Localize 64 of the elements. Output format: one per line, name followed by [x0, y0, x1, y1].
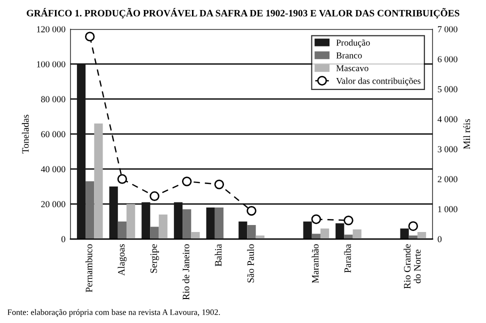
bar [247, 225, 256, 240]
x-tick-label: Sergipe [150, 244, 159, 273]
bar [336, 223, 344, 240]
bar [303, 222, 312, 240]
y-tick-label: 20 000 [41, 201, 66, 208]
bar [320, 228, 330, 240]
point [311, 214, 322, 224]
legend-label: Branco [336, 52, 362, 58]
point [182, 176, 192, 186]
y-tick-label: 60 000 [41, 131, 66, 138]
point [214, 180, 224, 190]
x-tick-label: Paraíba [344, 244, 351, 273]
y2-tick-label: 4 000 [438, 116, 458, 122]
legend-label: Valor das contribuições [336, 78, 420, 86]
point [408, 221, 418, 231]
x-tick-label: Rio Grande do Norte [404, 244, 421, 289]
point [85, 32, 95, 42]
bar [174, 202, 183, 240]
bar [118, 222, 127, 240]
bar [206, 208, 215, 240]
x-tick-label: Bahia [214, 244, 222, 266]
bar [86, 181, 94, 240]
y2-tick-label: 7 000 [438, 26, 458, 32]
y-tick-label: 80 000 [41, 96, 66, 102]
x-tick-label: Alagoas [118, 244, 127, 276]
bar [158, 214, 168, 240]
source-note: Fonte: elaboração própria com base na revista A Lavoura, 1902. [8, 309, 220, 317]
y2-axis-title: Mil réis [463, 119, 470, 150]
bar [352, 229, 362, 240]
bar [109, 186, 118, 240]
point [344, 216, 354, 226]
bar [417, 232, 426, 240]
y2-tick-label: 5 000 [438, 86, 458, 92]
x-tick-label: Maranhão [312, 244, 319, 284]
bar [126, 204, 136, 240]
bar [182, 209, 192, 240]
bar [142, 202, 150, 240]
x-tick-label: São Paulo [247, 244, 254, 282]
x-tick-label: Rio de Janeiro [182, 244, 190, 300]
point [246, 206, 256, 216]
bar [214, 208, 224, 240]
y-tick-label: 120 000 [37, 26, 66, 32]
y2-tick-label: 2 000 [438, 176, 458, 182]
y2-tick-label: 3 000 [438, 146, 458, 152]
legend-label: Produção [336, 39, 370, 48]
y-tick-label: 100 000 [37, 61, 66, 68]
chart-title: GRÁFICO 1. PRODUÇÃO PROVÁVEL DA SAFRA DE 1902-1903 E VALOR DAS CONTRIBUIÇÕES [26, 8, 460, 18]
bar [76, 64, 86, 240]
bar [94, 124, 103, 240]
y2-tick-label: 1 000 [438, 206, 458, 212]
y-axis-title: Toneladas [22, 114, 29, 154]
x-tick-label: Pernambuco [85, 244, 92, 292]
legend-label: Mascavo [336, 65, 368, 72]
bar [400, 228, 409, 240]
y2-tick-label: 0 [438, 236, 442, 242]
y-tick-label: 0 [61, 236, 66, 242]
bar [344, 234, 353, 240]
bar [191, 232, 200, 240]
point [150, 191, 160, 201]
point [117, 174, 128, 184]
y2-tick-label: 6 000 [438, 56, 458, 62]
bar [238, 222, 248, 240]
bar [150, 226, 159, 240]
y-tick-label: 40 000 [40, 166, 66, 172]
